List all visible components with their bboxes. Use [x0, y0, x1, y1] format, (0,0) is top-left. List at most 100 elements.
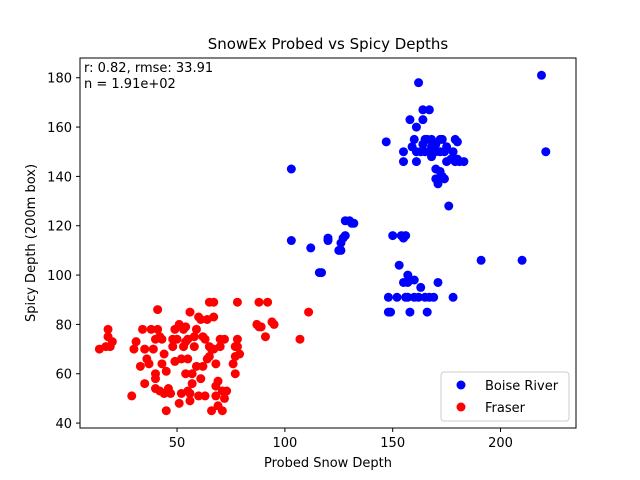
data-point-fraser [146, 324, 156, 334]
data-point-fraser [207, 406, 217, 416]
data-point-boise-river [476, 255, 486, 265]
data-point-fraser [209, 312, 219, 322]
x-tick-label: 100 [272, 436, 297, 451]
data-point-boise-river [381, 137, 391, 147]
data-point-fraser [187, 379, 197, 389]
data-point-fraser [217, 406, 227, 416]
data-point-boise-river [422, 307, 432, 317]
data-point-fraser [191, 361, 201, 371]
data-point-boise-river [340, 231, 350, 241]
data-point-fraser [196, 314, 206, 324]
stats-annotation-line-2: n = 1.91e+02 [84, 77, 176, 92]
legend-marker-fraser [456, 402, 466, 412]
data-point-boise-river [349, 218, 359, 228]
data-point-fraser [157, 359, 167, 369]
data-point-fraser [213, 376, 223, 386]
data-point-fraser [204, 351, 214, 361]
data-point-boise-river [442, 142, 452, 152]
data-point-fraser [185, 388, 195, 398]
data-point-fraser [209, 297, 219, 307]
data-point-boise-river [448, 292, 458, 302]
data-point-fraser [232, 334, 242, 344]
data-point-fraser [230, 369, 240, 379]
data-point-fraser [138, 324, 148, 334]
data-point-fraser [157, 334, 167, 344]
y-tick-label: 80 [55, 318, 72, 333]
data-point-boise-river [388, 231, 398, 241]
data-point-fraser [196, 374, 206, 384]
data-point-fraser [295, 334, 305, 344]
data-point-fraser [269, 319, 279, 329]
data-point-fraser [200, 391, 210, 401]
data-point-fraser [189, 342, 199, 352]
data-point-fraser [153, 324, 163, 334]
data-point-fraser [211, 391, 221, 401]
data-point-fraser [187, 369, 197, 379]
data-point-boise-river [420, 147, 430, 157]
data-point-fraser [200, 334, 210, 344]
y-tick-label: 60 [55, 368, 72, 383]
data-point-fraser [194, 391, 204, 401]
data-point-fraser [219, 334, 229, 344]
data-point-boise-river [439, 174, 449, 184]
data-point-fraser [166, 388, 176, 398]
data-point-fraser [215, 342, 225, 352]
data-point-fraser [211, 359, 221, 369]
data-point-boise-river [401, 231, 411, 241]
data-point-boise-river [452, 137, 462, 147]
data-point-boise-river [403, 270, 413, 280]
data-point-boise-river [405, 307, 415, 317]
data-point-fraser [304, 307, 314, 317]
data-point-fraser [161, 366, 171, 376]
plot-frame [79, 57, 577, 429]
data-point-fraser [235, 349, 245, 359]
data-point-boise-river [383, 292, 393, 302]
data-point-boise-river [536, 70, 546, 80]
data-point-fraser [150, 374, 160, 384]
data-point-boise-river [411, 157, 421, 167]
data-point-boise-river [424, 105, 434, 115]
x-tick-label: 50 [169, 436, 186, 451]
data-point-fraser [153, 305, 163, 315]
data-point-boise-river [286, 236, 296, 246]
data-point-boise-river [444, 201, 454, 211]
data-point-fraser [148, 344, 158, 354]
data-point-fraser [107, 337, 117, 347]
data-point-boise-river [448, 147, 458, 157]
x-tick-label: 150 [380, 436, 405, 451]
data-point-boise-river [398, 147, 408, 157]
data-point-fraser [129, 344, 139, 354]
data-point-fraser [168, 342, 178, 352]
data-point-fraser [232, 297, 242, 307]
data-point-fraser [131, 337, 141, 347]
data-point-boise-river [416, 282, 426, 292]
x-axis-label: Probed Snow Depth [264, 456, 392, 471]
y-axis-label: Spicy Depth (200m box) [24, 164, 39, 322]
data-point-boise-river [403, 292, 413, 302]
y-axis: 40 60 80 100 120 140 160 180 [47, 72, 80, 432]
data-point-fraser [161, 406, 171, 416]
data-point-fraser [135, 361, 145, 371]
data-point-fraser [172, 334, 182, 344]
data-point-boise-river [411, 122, 421, 132]
data-point-boise-river [405, 115, 415, 125]
data-point-fraser [103, 324, 113, 334]
points-layer [94, 70, 551, 416]
data-point-fraser [127, 391, 137, 401]
data-point-fraser [219, 393, 229, 403]
data-point-boise-river [392, 292, 402, 302]
data-point-fraser [174, 398, 184, 408]
data-point-boise-river [541, 147, 551, 157]
chart-title: SnowEx Probed vs Spicy Depths [208, 35, 449, 53]
data-point-fraser [263, 297, 273, 307]
data-point-fraser [256, 322, 266, 332]
data-point-boise-river [306, 243, 316, 253]
legend-label-boise-river: Boise River [485, 379, 559, 394]
data-point-boise-river [394, 260, 404, 270]
data-point-boise-river [418, 105, 428, 115]
data-point-boise-river [418, 115, 428, 125]
y-tick-label: 40 [55, 417, 72, 432]
data-point-fraser [159, 349, 169, 359]
data-point-fraser [189, 332, 199, 342]
